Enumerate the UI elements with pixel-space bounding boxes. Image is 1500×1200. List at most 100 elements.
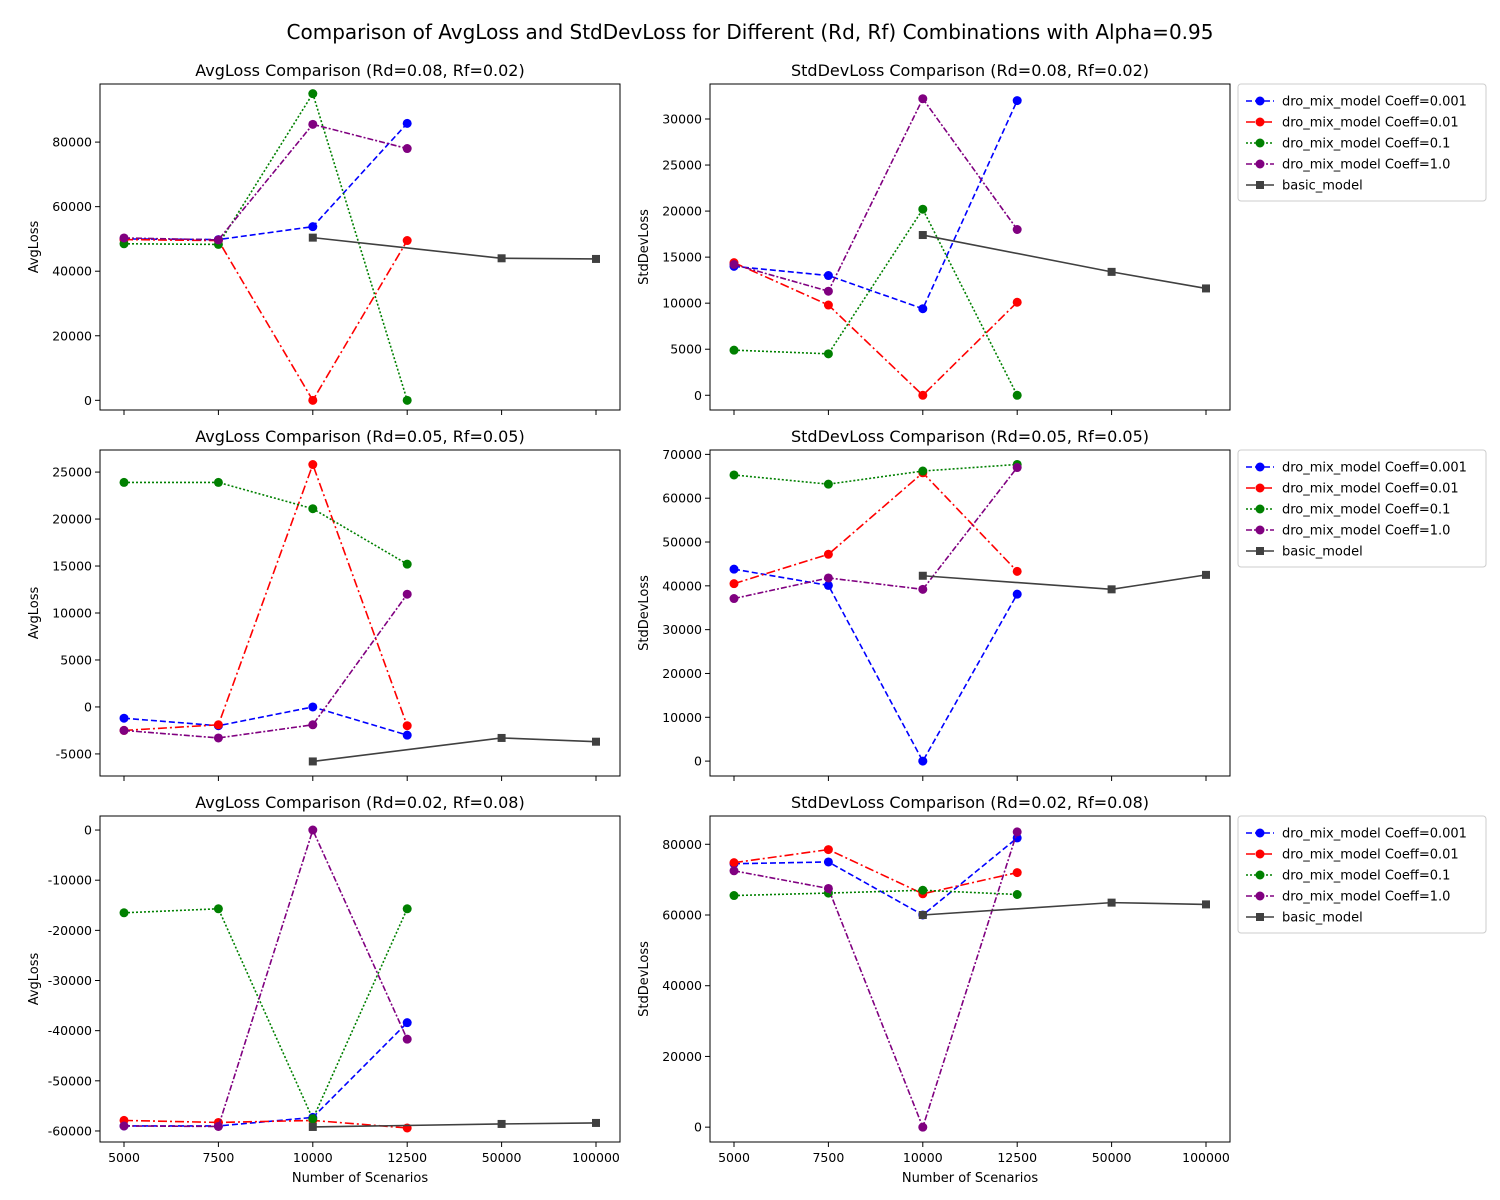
data-point [918, 390, 928, 400]
y-tick-label: 40000 [662, 978, 702, 993]
data-point [823, 349, 833, 359]
data-point [918, 466, 928, 476]
series-line [124, 1022, 408, 1127]
series-line [733, 100, 1018, 310]
data-point [1202, 284, 1210, 293]
series-line [123, 593, 408, 739]
legend-label: dro_mix_model Coeff=0.01 [1282, 116, 1459, 131]
data-point [729, 594, 739, 604]
data-point [918, 911, 927, 920]
data-point [918, 204, 928, 214]
subplot-title: AvgLoss Comparison (Rd=0.05, Rf=0.05) [195, 427, 524, 446]
x-tick-label: 100000 [1182, 1150, 1230, 1165]
x-tick-label: 5000 [108, 1150, 140, 1165]
data-point [402, 236, 412, 246]
y-tick-label: 0 [84, 699, 92, 714]
data-point [592, 1118, 600, 1127]
legend-box [1237, 449, 1487, 568]
y-tick-label: 40000 [52, 264, 92, 279]
series-line [733, 848, 1018, 895]
data-point [729, 564, 739, 574]
x-axis-label: Number of Scenarios [902, 1171, 1039, 1186]
series-line [123, 907, 408, 1121]
y-tick-label: 80000 [662, 837, 702, 852]
legend-label: dro_mix_model Coeff=1.0 [1282, 524, 1450, 539]
subplot-title: AvgLoss Comparison (Rd=0.08, Rf=0.02) [195, 61, 524, 80]
data-point [308, 460, 318, 470]
series-line [733, 831, 1018, 1130]
data-point [213, 904, 223, 914]
legend-marker [1256, 181, 1264, 189]
data-point [1107, 898, 1116, 907]
data-point [823, 580, 833, 590]
data-point [308, 702, 318, 712]
data-point [1107, 267, 1116, 276]
data-point [402, 721, 412, 731]
series-line [922, 901, 1207, 916]
data-point [308, 119, 318, 129]
data-point [308, 1122, 317, 1131]
data-point [1012, 566, 1022, 576]
y-tick-label: 70000 [662, 447, 702, 462]
y-tick-label: 30000 [662, 622, 702, 637]
y-tick-label: 15000 [52, 559, 92, 574]
y-tick-label: -5000 [56, 746, 92, 761]
x-tick-label: 50000 [1092, 1150, 1132, 1165]
series-line [123, 91, 408, 401]
subplot-5: AvgLoss Comparison (Rd=0.02, Rf=0.08) -60… [27, 793, 621, 1186]
data-point [308, 395, 318, 405]
data-point [402, 144, 412, 154]
legend-marker [1255, 891, 1265, 901]
legend-marker [1255, 159, 1265, 169]
data-point [497, 254, 506, 263]
legend-marker [1255, 96, 1265, 106]
data-point [918, 1122, 928, 1132]
x-tick-label: 12500 [387, 1150, 427, 1165]
data-point [823, 573, 833, 583]
legend-label: dro_mix_model Coeff=1.0 [1282, 890, 1450, 905]
y-tick-label: 20000 [662, 204, 702, 219]
x-tick-label: 7500 [202, 1150, 234, 1165]
series-line [312, 737, 597, 763]
legend-label: dro_mix_model Coeff=0.001 [1282, 827, 1467, 842]
data-point [823, 883, 833, 893]
data-point [1012, 889, 1022, 899]
data-point [308, 825, 318, 835]
data-point [402, 904, 412, 914]
x-tick-label: 50000 [482, 1150, 522, 1165]
legend-marker [1255, 138, 1265, 148]
y-axis-label: AvgLoss [27, 220, 42, 273]
legend-box [1237, 815, 1487, 934]
subplot-title: StdDevLoss Comparison (Rd=0.02, Rf=0.08) [791, 793, 1149, 812]
data-point [402, 1034, 412, 1044]
data-point [823, 300, 833, 310]
y-tick-label: 0 [694, 754, 702, 769]
y-tick-label: 0 [694, 388, 702, 403]
data-point [823, 845, 833, 855]
y-tick-label: 10000 [662, 710, 702, 725]
y-tick-label: 80000 [52, 135, 92, 150]
data-point [823, 549, 833, 559]
legend-label: basic_model [1282, 179, 1363, 194]
legend-marker [1255, 849, 1265, 859]
data-point [823, 857, 833, 867]
data-point [119, 477, 129, 487]
data-point [497, 733, 506, 742]
data-point [213, 477, 223, 487]
y-tick-label: 25000 [662, 158, 702, 173]
y-tick-label: 30000 [662, 111, 702, 126]
y-tick-label: 10000 [662, 296, 702, 311]
legend: dro_mix_model Coeff=0.001 dro_mix_model C… [1237, 83, 1487, 202]
data-point [402, 589, 412, 599]
y-tick-label: 10000 [52, 606, 92, 621]
y-tick-label: -60000 [48, 1123, 92, 1138]
data-point [729, 866, 739, 876]
data-point [308, 720, 318, 730]
data-point [213, 720, 223, 730]
y-tick-label: -10000 [48, 873, 92, 888]
plot-area [99, 83, 621, 411]
subplot-title: StdDevLoss Comparison (Rd=0.05, Rf=0.05) [791, 427, 1149, 446]
y-tick-label: 0 [84, 393, 92, 408]
data-point [918, 571, 927, 580]
